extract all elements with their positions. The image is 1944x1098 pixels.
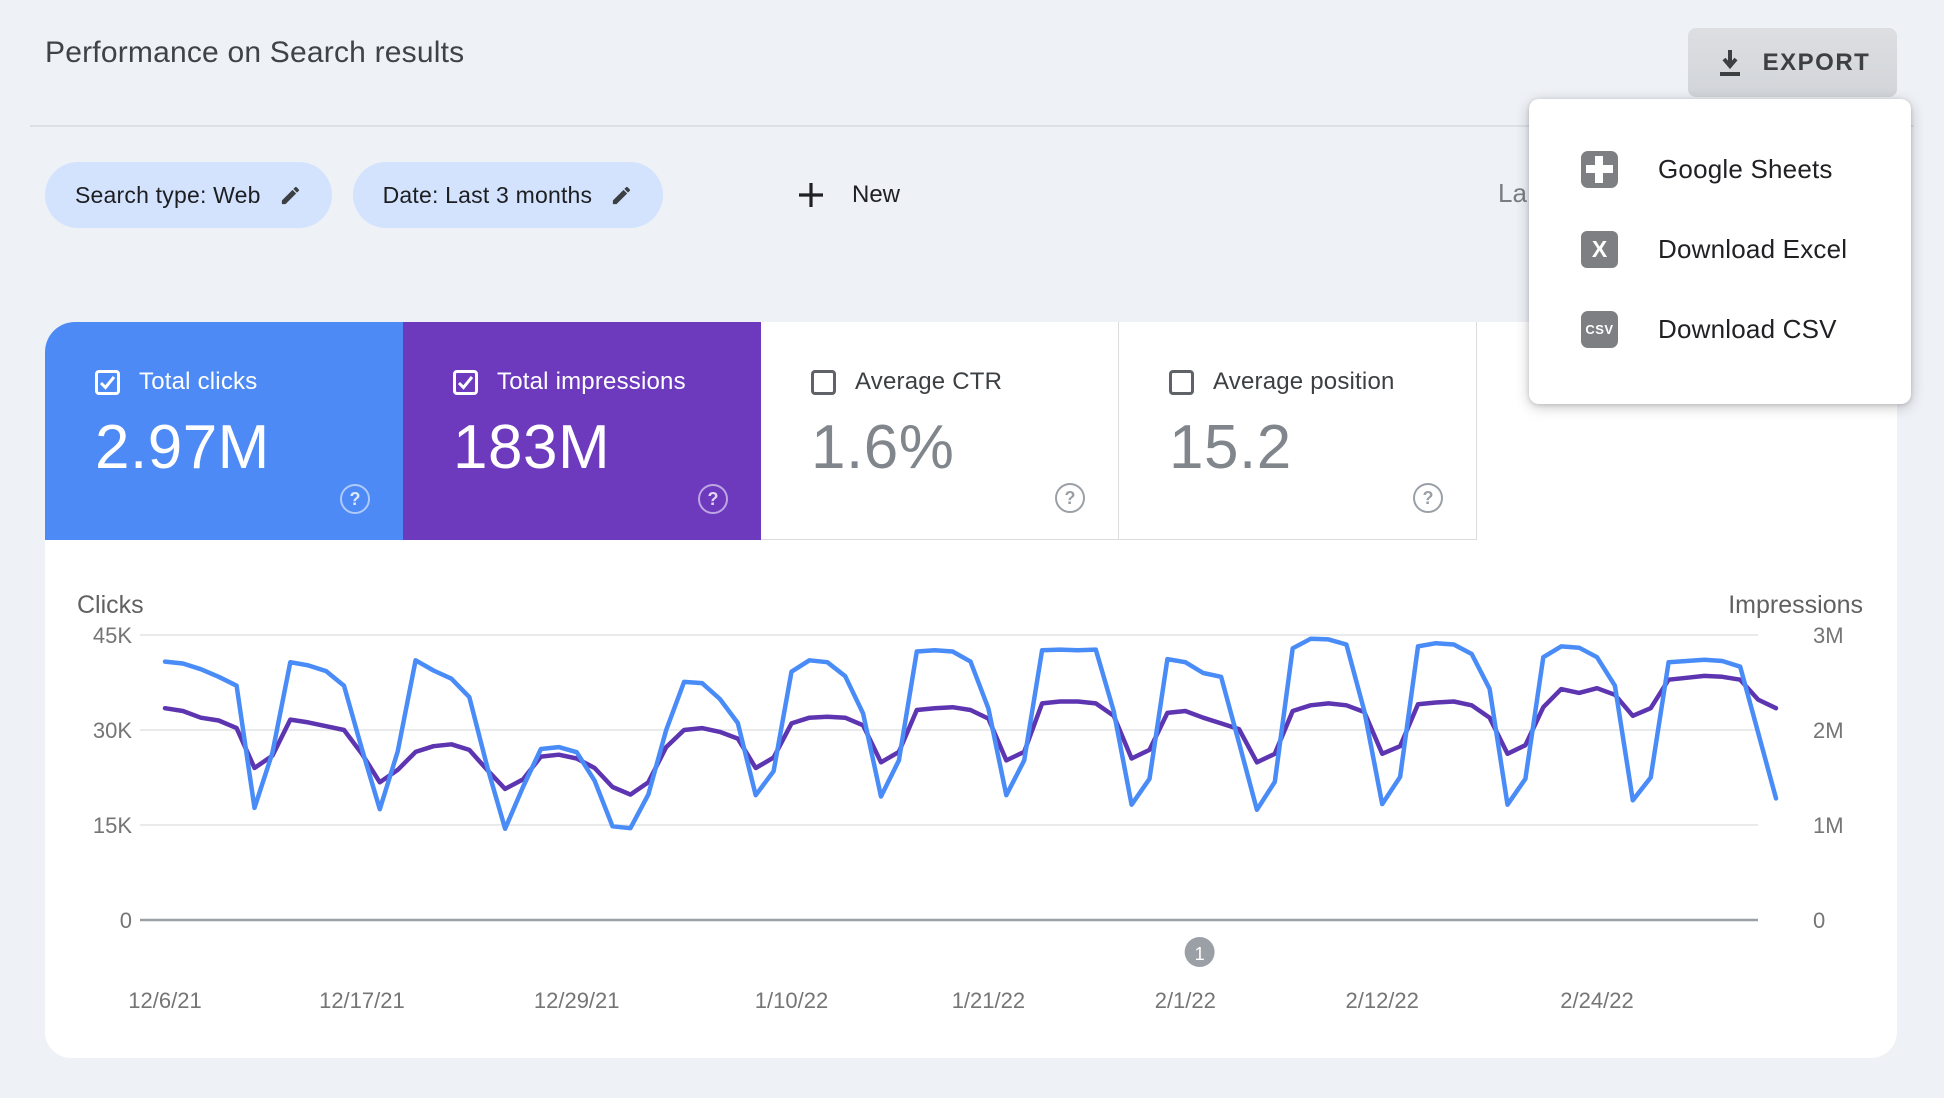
new-filter-button[interactable]: New — [782, 162, 914, 228]
help-icon[interactable]: ? — [1413, 483, 1443, 513]
search-type-chip-label: Search type: Web — [75, 181, 261, 208]
performance-chart[interactable]: Clicks Impressions 45K 30K 15K 0 3M 2M 1M 0 12/6/2… — [45, 580, 1897, 1058]
svg-text:1M: 1M — [1813, 813, 1844, 838]
svg-text:2/12/22: 2/12/22 — [1345, 988, 1418, 1013]
search-type-chip[interactable]: Search type: Web — [45, 162, 332, 228]
average-ctr-tile[interactable]: Average CTR 1.6% ? — [761, 322, 1119, 540]
menu-item-label: Download CSV — [1658, 313, 1837, 344]
plus-icon — [796, 180, 826, 210]
clicks-impressions-line-chart[interactable]: Clicks Impressions 45K 30K 15K 0 3M 2M 1M 0 12/6/2… — [45, 580, 1897, 1058]
tile-head: Average position — [1169, 368, 1476, 396]
average-position-value: 15.2 — [1169, 413, 1292, 482]
tile-head: Total impressions — [453, 368, 761, 396]
last-updated-text: La — [1498, 178, 1527, 208]
checkbox-checked-icon[interactable] — [95, 369, 120, 395]
svg-text:1: 1 — [1195, 944, 1205, 964]
svg-text:Clicks: Clicks — [77, 591, 144, 619]
average-ctr-value: 1.6% — [811, 413, 955, 482]
svg-text:2/1/22: 2/1/22 — [1155, 988, 1216, 1013]
export-button-label: EXPORT — [1762, 48, 1871, 76]
tile-label: Average position — [1213, 368, 1395, 395]
total-impressions-tile[interactable]: Total impressions 183M ? — [403, 322, 761, 540]
menu-item-download-csv[interactable]: CSV Download CSV — [1529, 289, 1911, 369]
export-button[interactable]: EXPORT — [1688, 28, 1897, 97]
tile-head: Average CTR — [811, 368, 1118, 396]
new-filter-label: New — [852, 181, 901, 208]
svg-text:30K: 30K — [93, 718, 132, 743]
svg-text:12/6/21: 12/6/21 — [128, 988, 201, 1013]
date-range-chip-label: Date: Last 3 months — [382, 181, 593, 208]
svg-text:Impressions: Impressions — [1728, 591, 1863, 619]
checkbox-unchecked-icon[interactable] — [811, 369, 836, 395]
tile-label: Total clicks — [139, 368, 258, 395]
date-range-chip[interactable]: Date: Last 3 months — [352, 162, 664, 228]
svg-text:2/24/22: 2/24/22 — [1560, 988, 1633, 1013]
svg-text:45K: 45K — [93, 623, 132, 648]
metric-tiles-row: Total clicks 2.97M ? Total impressions 1… — [45, 322, 1477, 540]
help-icon[interactable]: ? — [1055, 483, 1085, 513]
svg-text:2M: 2M — [1813, 718, 1844, 743]
svg-text:1/10/22: 1/10/22 — [755, 988, 828, 1013]
checkbox-unchecked-icon[interactable] — [1169, 369, 1194, 395]
menu-item-download-excel[interactable]: X Download Excel — [1529, 209, 1911, 289]
page-title: Performance on Search results — [45, 36, 465, 69]
csv-icon: CSV — [1581, 310, 1618, 348]
performance-card: Total clicks 2.97M ? Total impressions 1… — [45, 322, 1897, 1058]
svg-text:1/21/22: 1/21/22 — [952, 988, 1025, 1013]
download-icon — [1715, 48, 1745, 78]
filter-row: Search type: Web Date: Last 3 months — [45, 162, 664, 228]
total-clicks-value: 2.97M — [95, 413, 270, 482]
svg-text:0: 0 — [1813, 908, 1825, 933]
tile-label: Average CTR — [855, 368, 1003, 395]
svg-text:0: 0 — [120, 908, 132, 933]
checkbox-checked-icon[interactable] — [453, 369, 478, 395]
menu-item-label: Google Sheets — [1658, 153, 1833, 184]
svg-text:3M: 3M — [1813, 623, 1844, 648]
total-impressions-value: 183M — [453, 413, 611, 482]
header-divider — [30, 125, 1914, 127]
export-dropdown-menu: Google Sheets X Download Excel CSV Downl… — [1529, 99, 1911, 404]
menu-item-google-sheets[interactable]: Google Sheets — [1529, 129, 1911, 209]
svg-text:15K: 15K — [93, 813, 132, 838]
tile-head: Total clicks — [95, 368, 403, 396]
edit-pencil-icon — [610, 184, 633, 207]
help-icon[interactable]: ? — [340, 484, 370, 514]
excel-icon: X — [1581, 230, 1618, 268]
total-clicks-tile[interactable]: Total clicks 2.97M ? — [45, 322, 403, 540]
svg-text:12/17/21: 12/17/21 — [319, 988, 405, 1013]
svg-text:12/29/21: 12/29/21 — [534, 988, 620, 1013]
menu-item-label: Download Excel — [1658, 233, 1848, 264]
edit-pencil-icon — [279, 184, 302, 207]
average-position-tile[interactable]: Average position 15.2 ? — [1119, 322, 1477, 540]
google-sheets-icon — [1581, 150, 1618, 188]
help-icon[interactable]: ? — [698, 484, 728, 514]
tile-label: Total impressions — [497, 368, 686, 395]
